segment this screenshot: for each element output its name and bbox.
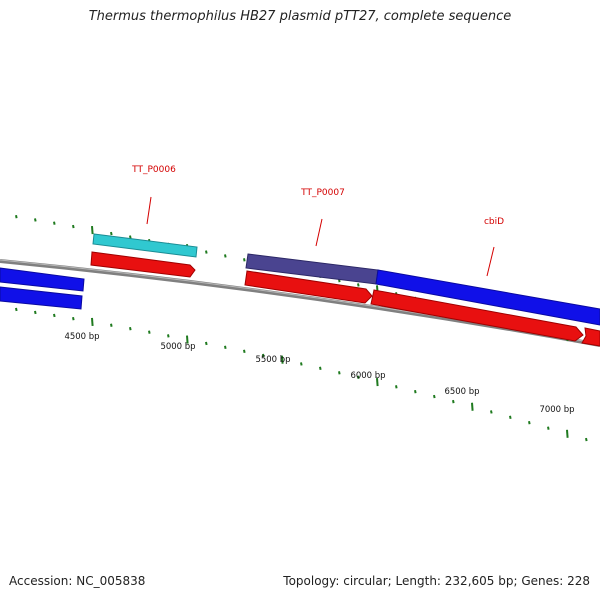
inner-tick-ring [15, 307, 588, 442]
gene-red-6200[interactable] [370, 289, 584, 342]
tick-label-4500: 4500 bp [64, 332, 99, 342]
inner-minor-tick [34, 310, 37, 315]
tick-label-5500: 5500 bp [255, 355, 290, 365]
inner-major-tick [186, 335, 189, 344]
outer-minor-tick [53, 221, 56, 225]
gene-tt-p0006[interactable] [92, 233, 198, 258]
gene-blue-left-lower[interactable] [0, 286, 83, 310]
inner-major-tick [471, 402, 474, 411]
outer-major-tick [91, 225, 94, 235]
gene-red-right-edge[interactable] [581, 327, 600, 347]
inner-minor-tick [148, 330, 151, 334]
inner-minor-tick [262, 353, 265, 358]
topology-summary: Topology: circular; Length: 232,605 bp; … [283, 574, 590, 588]
gene-label-tt-p0007: TT_P0007 [300, 188, 345, 198]
outer-minor-tick [110, 231, 113, 236]
outer-minor-tick [224, 254, 227, 258]
accession-text: Accession: NC_005838 [9, 574, 146, 588]
inner-minor-tick [319, 366, 322, 371]
map-title: Thermus thermophilus HB27 plasmid pTT27,… [88, 9, 512, 24]
inner-minor-tick [224, 345, 227, 350]
inner-minor-tick [452, 399, 455, 404]
inner-minor-tick [53, 313, 56, 318]
inner-minor-tick [167, 334, 170, 338]
gene-label-tt-p0006: TT_P0006 [131, 165, 176, 175]
tick-label-6500: 6500 bp [444, 387, 479, 397]
tick-label-5000: 5000 bp [160, 342, 195, 352]
tick-label-7000: 7000 bp [539, 405, 574, 415]
outer-minor-tick [34, 218, 37, 222]
inner-minor-tick [528, 421, 531, 425]
outer-minor-tick [243, 258, 246, 262]
inner-minor-tick [15, 307, 18, 312]
leader-line-cbid [486, 246, 495, 277]
gene-cbid[interactable] [375, 269, 600, 326]
inner-minor-tick [585, 437, 588, 442]
gene-blue-left-upper[interactable] [0, 267, 85, 292]
leader-line-tt-p0007 [315, 218, 323, 247]
inner-minor-tick [72, 316, 75, 321]
inner-minor-tick [129, 327, 132, 331]
inner-minor-tick [433, 394, 436, 399]
outer-minor-tick [357, 283, 360, 287]
inner-minor-tick [547, 426, 550, 430]
inner-minor-tick [243, 349, 246, 354]
inner-minor-tick [395, 385, 398, 389]
inner-major-tick [376, 377, 379, 387]
outer-minor-tick [205, 250, 208, 254]
inner-minor-tick [300, 362, 303, 366]
outer-minor-tick [72, 224, 75, 229]
inner-major-tick [566, 429, 569, 438]
inner-minor-tick [509, 415, 512, 420]
inner-major-tick [91, 317, 94, 326]
inner-major-tick [281, 355, 284, 364]
gene-red-5000[interactable] [90, 251, 196, 278]
inner-minor-tick [490, 410, 493, 414]
tick-label-6000: 6000 bp [350, 371, 385, 381]
inner-minor-tick [414, 389, 417, 394]
outer-minor-tick [129, 235, 132, 239]
forward-strand-genes [92, 233, 600, 326]
inner-minor-tick [357, 375, 360, 380]
inner-minor-tick [205, 341, 208, 346]
leader-line-tt-p0006 [146, 196, 152, 225]
gene-label-cbid: cbiD [484, 217, 504, 227]
gene-red-5700[interactable] [244, 270, 373, 304]
reverse-strand-genes [0, 251, 600, 347]
outer-minor-tick [15, 214, 18, 219]
inner-minor-tick [338, 371, 341, 375]
inner-minor-tick [110, 323, 113, 327]
